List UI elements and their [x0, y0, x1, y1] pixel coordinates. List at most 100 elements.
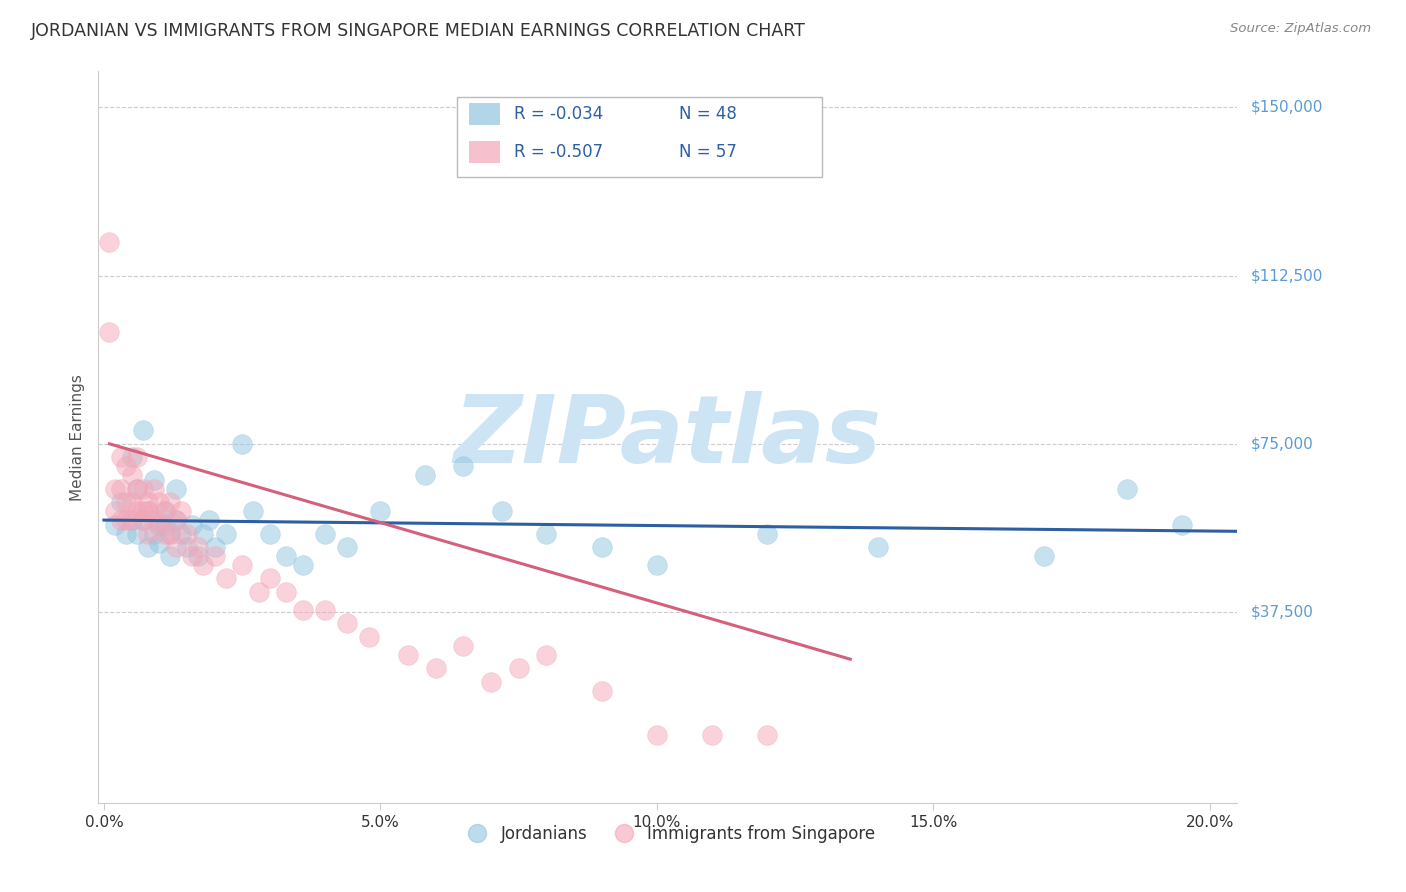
Point: [291, 558, 314, 572]
Point: [127, 504, 149, 518]
Point: [1171, 517, 1194, 532]
Point: [104, 504, 127, 518]
Point: [259, 526, 281, 541]
Point: [591, 683, 613, 698]
Point: [127, 482, 149, 496]
Point: [148, 513, 170, 527]
Text: ZIPatlas: ZIPatlas: [454, 391, 882, 483]
Point: [204, 549, 226, 563]
Point: [314, 603, 336, 617]
Text: N = 48: N = 48: [679, 104, 737, 123]
Point: [336, 616, 359, 631]
Text: N = 57: N = 57: [679, 143, 737, 161]
Text: $75,000: $75,000: [1251, 436, 1315, 451]
Point: [591, 540, 613, 554]
Point: [204, 540, 226, 554]
Point: [142, 482, 165, 496]
Point: [193, 558, 215, 572]
Point: [121, 513, 143, 527]
Point: [165, 540, 187, 554]
Point: [165, 513, 187, 527]
Point: [159, 526, 181, 541]
Point: [170, 526, 193, 541]
Text: R = -0.034: R = -0.034: [515, 104, 603, 123]
Point: [148, 495, 170, 509]
Point: [115, 459, 138, 474]
Point: [136, 526, 159, 541]
Point: [131, 513, 153, 527]
Point: [115, 526, 138, 541]
Point: [136, 495, 159, 509]
Text: Source: ZipAtlas.com: Source: ZipAtlas.com: [1230, 22, 1371, 36]
Point: [1032, 549, 1054, 563]
Point: [104, 517, 127, 532]
Point: [314, 526, 336, 541]
FancyBboxPatch shape: [468, 103, 501, 125]
Point: [479, 674, 502, 689]
Point: [127, 482, 149, 496]
Point: [214, 526, 236, 541]
Point: [121, 495, 143, 509]
Point: [98, 325, 121, 339]
Point: [176, 540, 198, 554]
Point: [291, 603, 314, 617]
Point: [136, 504, 159, 518]
Point: [276, 585, 298, 599]
Text: $112,500: $112,500: [1251, 268, 1323, 283]
Point: [131, 482, 153, 496]
Point: [187, 540, 209, 554]
Point: [413, 468, 436, 483]
Text: $150,000: $150,000: [1251, 100, 1323, 115]
Point: [131, 423, 153, 437]
Point: [148, 517, 170, 532]
Point: [276, 549, 298, 563]
Point: [425, 661, 447, 675]
Point: [645, 558, 668, 572]
Point: [110, 495, 132, 509]
Point: [165, 482, 187, 496]
Point: [104, 482, 127, 496]
Point: [127, 526, 149, 541]
Point: [121, 450, 143, 465]
Point: [110, 450, 132, 465]
Point: [176, 526, 198, 541]
Y-axis label: Median Earnings: Median Earnings: [70, 374, 86, 500]
FancyBboxPatch shape: [457, 97, 821, 178]
Point: [142, 513, 165, 527]
Point: [396, 648, 419, 662]
Point: [231, 558, 253, 572]
Point: [153, 526, 176, 541]
Point: [165, 513, 187, 527]
Point: [198, 513, 221, 527]
Point: [153, 504, 176, 518]
Point: [115, 495, 138, 509]
Point: [336, 540, 359, 554]
Point: [193, 526, 215, 541]
Point: [153, 517, 176, 532]
Point: [756, 729, 779, 743]
Point: [242, 504, 264, 518]
Point: [131, 504, 153, 518]
Point: [121, 513, 143, 527]
Point: [136, 540, 159, 554]
Point: [534, 648, 557, 662]
Point: [214, 571, 236, 585]
Point: [1115, 482, 1137, 496]
Point: [259, 571, 281, 585]
Point: [142, 526, 165, 541]
FancyBboxPatch shape: [468, 141, 501, 163]
Point: [534, 526, 557, 541]
Point: [231, 437, 253, 451]
Point: [121, 468, 143, 483]
Text: R = -0.507: R = -0.507: [515, 143, 603, 161]
Point: [453, 459, 475, 474]
Point: [645, 729, 668, 743]
Point: [247, 585, 270, 599]
Point: [170, 504, 193, 518]
Point: [131, 513, 153, 527]
Point: [866, 540, 889, 554]
Point: [127, 450, 149, 465]
Point: [148, 535, 170, 549]
Point: [756, 526, 779, 541]
Point: [159, 526, 181, 541]
